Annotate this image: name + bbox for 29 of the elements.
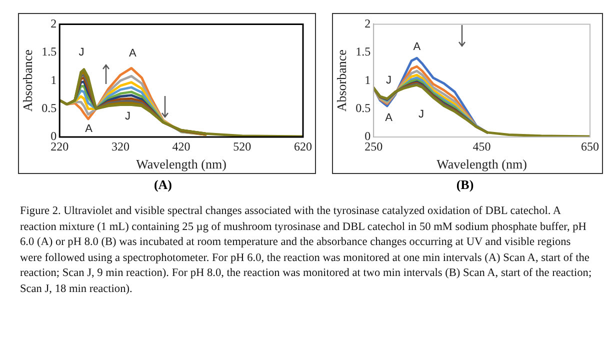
x-tick-label: 650 [581,139,599,154]
annotation: A [385,112,394,124]
y-tick-label: 0.5 [42,100,57,115]
x-tick-label: 520 [233,139,252,154]
annotation: J [386,74,392,87]
y-tick-label: 1.5 [356,44,371,59]
x-tick-label: 320 [111,139,130,154]
y-tick-label: 1.5 [42,44,57,59]
y-tick-label: 2 [364,16,371,30]
y-tick-label: 1 [364,72,371,87]
x-axis-title: Wavelength (nm) [436,156,527,172]
x-axis-title: Wavelength (nm) [136,156,226,172]
y-tick-label: 1 [50,72,57,87]
annotation: J [125,110,130,123]
y-tick-label: 2 [50,16,57,30]
annotation: A [85,123,94,136]
x-tick-label: 450 [472,139,491,154]
x-tick-label: 420 [172,139,190,154]
x-tick-label: 620 [294,139,312,154]
y-tick-label: 0.5 [356,100,371,115]
annotation: J [418,108,424,120]
y-axis-title: Absorbance [334,49,350,112]
caption: Figure 2. Ultraviolet and visible spectral changes associated with the tyrosinase catalyzed oxidation of DBL catechol. A reaction mixture (1 mL) containing 25 µg of mushroom tyrosinase and DBL catechol in 50 mM sodium phosphate buffer, pH 6.0 (A) or pH 8.0 (B) was incubated at room temperature and the absorbance changes occurring at UV and visible regions were followed using a spectrophotometer. For pH 6.0, the reaction was monitored at one min intervals (A) Scan A, start of the reaction; Scan J, 9 min reaction). For pH 8.0, the reaction was monitored at two min intervals (B) Scan A, start of the reaction; Scan J, 18 min reaction). [20,204,593,297]
text: (B) [455,177,475,193]
annotation: J [78,46,84,58]
y-axis-title: Absorbance [20,49,36,112]
annotation: A [413,40,422,53]
annotation: A [128,48,137,60]
text: (A) [152,177,174,193]
